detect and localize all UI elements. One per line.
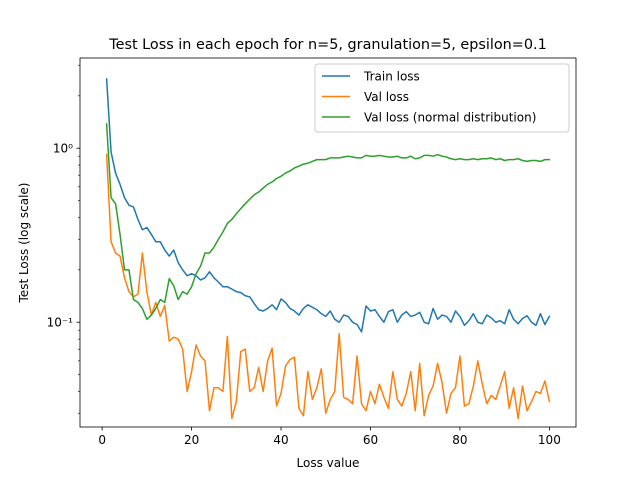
- plot-area: [105, 78, 551, 420]
- legend-box: [314, 63, 570, 133]
- x-axis-label: Loss value: [297, 456, 360, 470]
- x-tick-label: 80: [452, 433, 467, 447]
- series-line-3: [105, 123, 551, 321]
- x-tick-label: 100: [538, 433, 561, 447]
- series-line-1: [105, 78, 551, 333]
- x-tick-label: 0: [98, 433, 106, 447]
- legend-label-2: Val loss: [364, 90, 409, 104]
- x-tick-label: 40: [273, 433, 288, 447]
- legend-label-1: Train loss: [363, 70, 420, 84]
- y-axis-ticks: 10⁻¹ 10⁰: [47, 64, 80, 414]
- axes-frame: [79, 57, 577, 428]
- x-tick-label: 20: [184, 433, 199, 447]
- y-tick-label: 10⁻¹: [47, 316, 74, 330]
- legend-entries: Train loss Val loss Val loss (normal distr…: [322, 70, 536, 125]
- legend-label-3: Val loss (normal distribution): [364, 111, 536, 125]
- series-line-2: [105, 153, 551, 420]
- chart-title: Test Loss in each epoch for n=5, granula…: [108, 37, 546, 53]
- y-tick-label: 10⁰: [53, 142, 73, 156]
- x-tick-label: 60: [363, 433, 378, 447]
- legend: Train loss Val loss Val loss (normal distr…: [314, 63, 570, 133]
- y-axis-label: Test Loss (log scale): [17, 183, 31, 304]
- x-axis-ticks: 0 20 40 60 80 100: [98, 427, 561, 447]
